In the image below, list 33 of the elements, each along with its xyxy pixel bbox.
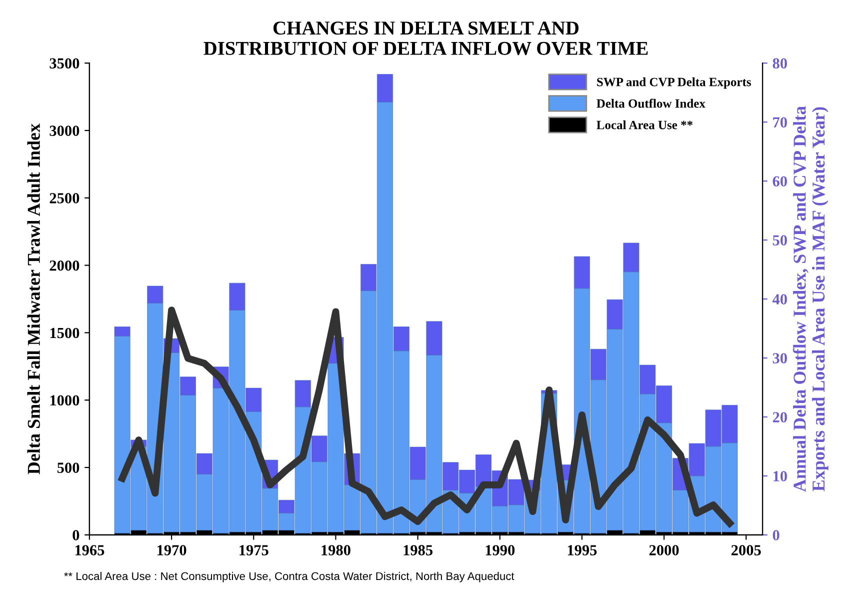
y2-tick-label: 70 xyxy=(773,117,787,128)
x-tick-label: 1980 xyxy=(322,545,350,556)
x-tick-label: 1995 xyxy=(568,545,597,556)
y2-axis-title: Annual Delta Outflow Index, SWP and CVP Delta Exports and Local Area Use in MAF (Water Year) xyxy=(792,106,828,492)
y-tick-label: 3000 xyxy=(50,126,80,136)
legend-label: Delta Outflow Index xyxy=(596,98,706,108)
y-axis-title: Delta Smelt Fall Midwater Trawl Adult Index xyxy=(27,124,40,474)
x-tick-label: 2000 xyxy=(649,545,679,556)
y-tick-label: 2500 xyxy=(50,193,80,204)
y2-tick-label: 30 xyxy=(772,353,787,364)
y2-tick-label: 20 xyxy=(772,412,787,422)
y2-tick-label: 0 xyxy=(772,530,780,540)
x-tick-label: 1985 xyxy=(404,545,433,556)
x-tick-label: 2005 xyxy=(731,545,761,556)
y-tick-label: 2000 xyxy=(50,260,80,271)
chart-title: CHANGES IN DELTA SMELT AND DISTRIBUTION OF DELTA INFLOW OVER TIME xyxy=(204,22,648,56)
legend-label: Local Area Use ** xyxy=(596,120,693,130)
y2-tick-label: 60 xyxy=(772,176,787,186)
x-tick-label: 1975 xyxy=(240,545,268,556)
x-tick-label: 1990 xyxy=(486,545,515,556)
y2-tick-label: 10 xyxy=(773,471,787,482)
y-tick-label: 500 xyxy=(57,462,80,473)
y-tick-label: 3500 xyxy=(50,58,80,69)
y2-tick-label: 40 xyxy=(772,294,787,304)
text: ** Local Area Use : Net Consumptive Use, Contra Costa Water District, North Bay Aqueduct xyxy=(64,572,514,582)
y2-tick-label: 50 xyxy=(772,235,787,246)
x-tick-label: 1965 xyxy=(75,545,104,556)
y-tick-label: 1500 xyxy=(50,328,80,338)
y2-tick-label: 80 xyxy=(772,58,787,69)
legend-label: SWP and CVP Delta Exports xyxy=(597,77,751,89)
y-tick-label: 0 xyxy=(72,530,80,540)
y-tick-label: 1000 xyxy=(50,395,80,406)
x-tick-label: 1970 xyxy=(157,545,186,556)
